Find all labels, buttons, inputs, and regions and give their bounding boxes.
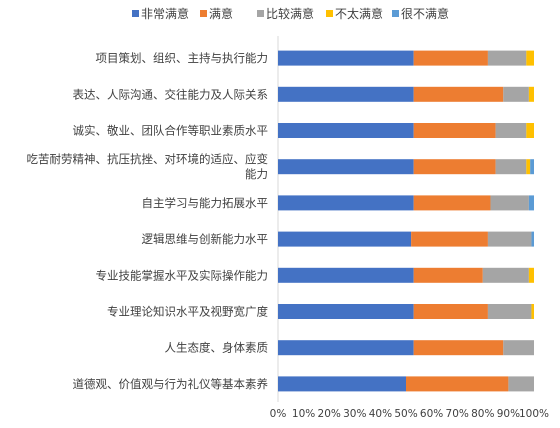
bar-segment bbox=[278, 304, 414, 319]
bar-segment bbox=[411, 231, 488, 247]
x-tick-label: 50% bbox=[394, 408, 417, 420]
bar-segment bbox=[487, 50, 527, 66]
bar-segment bbox=[413, 267, 483, 283]
bar-segment bbox=[528, 267, 534, 283]
legend-label: 满意 bbox=[209, 6, 233, 21]
x-tick-label: 90% bbox=[497, 408, 520, 420]
legend-label: 不太满意 bbox=[335, 6, 383, 21]
category-label: 自主学习与能力拓展水平 bbox=[142, 196, 269, 210]
legend-swatch bbox=[392, 10, 399, 17]
category-label: 道德观、价值观与行为礼仪等基本素养 bbox=[73, 377, 269, 391]
legend-item: 满意 bbox=[200, 6, 233, 21]
legend-swatch bbox=[326, 10, 333, 17]
category-label: 表达、人际沟通、交往能力及人际关系 bbox=[73, 87, 269, 101]
legend-item: 非常满意 bbox=[132, 6, 189, 21]
legend-item: 比较满意 bbox=[257, 6, 314, 21]
category-label: 专业技能掌握水平及实际操作能力 bbox=[96, 268, 269, 282]
bar-segment bbox=[526, 50, 534, 66]
bar-segment bbox=[490, 195, 529, 211]
category-labels: 项目策划、组织、主持与执行能力表达、人际沟通、交往能力及人际关系诚实、敬业、团队… bbox=[27, 51, 269, 391]
legend-item: 不太满意 bbox=[326, 6, 383, 21]
bar-segment bbox=[278, 86, 414, 102]
bar-segment bbox=[526, 159, 531, 175]
bar-segment bbox=[406, 376, 509, 392]
bar-segment bbox=[278, 376, 406, 392]
bar-segment bbox=[526, 123, 534, 138]
category-label: 诚实、敬业、团队合作等职业素质水平 bbox=[73, 124, 269, 138]
x-tick-label: 60% bbox=[420, 408, 443, 420]
bar-segment bbox=[528, 195, 534, 211]
x-tick-label: 0% bbox=[270, 408, 287, 420]
bar-segment bbox=[531, 304, 534, 319]
legend-swatch bbox=[200, 10, 207, 17]
bar-segment bbox=[530, 159, 534, 175]
x-tick-label: 100% bbox=[519, 408, 549, 420]
bar-segment bbox=[508, 376, 534, 392]
bar-segment bbox=[278, 50, 414, 66]
bar-segment bbox=[482, 267, 529, 283]
bar-segment bbox=[495, 123, 527, 138]
legend: 非常满意 满意 比较满意 不太满意 很不满意 bbox=[132, 6, 449, 21]
bar-segment bbox=[413, 50, 488, 66]
bar-segment bbox=[278, 159, 414, 175]
bar-segment bbox=[413, 123, 496, 138]
category-label: 专业理论知识水平及视野宽广度 bbox=[107, 305, 268, 319]
x-tick-label: 20% bbox=[318, 408, 341, 420]
x-axis-tick-labels: 0% 10% 20% 30% 40% 50% 60% 70% 80% 90%100% bbox=[270, 408, 549, 420]
x-tick-label: 80% bbox=[471, 408, 494, 420]
bar-segment bbox=[528, 86, 534, 102]
bar-segment bbox=[413, 340, 504, 356]
bar-segment bbox=[413, 195, 491, 211]
bar-segment bbox=[487, 304, 532, 319]
legend-label: 比较满意 bbox=[266, 6, 314, 21]
bar-segment bbox=[278, 123, 414, 138]
x-tick-label: 30% bbox=[343, 408, 366, 420]
bar-segment bbox=[278, 340, 414, 356]
legend-label: 非常满意 bbox=[141, 6, 189, 21]
bar-segment bbox=[413, 86, 504, 102]
legend-swatch bbox=[132, 10, 139, 17]
legend-item: 很不满意 bbox=[392, 6, 449, 21]
bar-segment bbox=[503, 86, 529, 102]
category-label: 逻辑思维与创新能力水平 bbox=[142, 232, 269, 246]
bar-segment bbox=[495, 159, 527, 175]
bar-segment bbox=[487, 231, 532, 247]
bar-segment bbox=[413, 304, 488, 319]
bar-segment bbox=[413, 159, 496, 175]
bars bbox=[277, 36, 534, 402]
category-label: 人生态度、身体素质 bbox=[165, 341, 269, 355]
bar-segment bbox=[278, 231, 412, 247]
x-tick-label: 40% bbox=[369, 408, 392, 420]
x-tick-label: 10% bbox=[292, 408, 315, 420]
category-label: 吃苦耐劳精神、抗压抗挫、对环境的适应、应变能力 bbox=[27, 152, 269, 181]
legend-swatch bbox=[257, 10, 264, 17]
bar-segment bbox=[278, 195, 414, 211]
bar-segment bbox=[278, 267, 414, 283]
legend-label: 很不满意 bbox=[401, 6, 449, 21]
bar-segment bbox=[503, 340, 534, 356]
bar-segment bbox=[531, 231, 534, 247]
category-label: 项目策划、组织、主持与执行能力 bbox=[96, 51, 269, 65]
x-tick-label: 70% bbox=[446, 408, 469, 420]
